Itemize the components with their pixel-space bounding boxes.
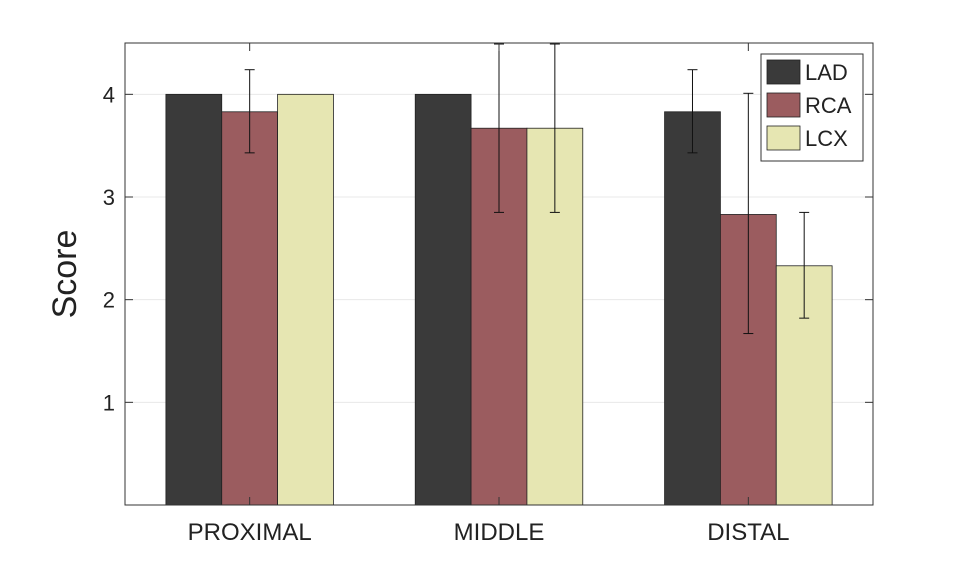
legend-label-lad: LAD xyxy=(805,60,848,85)
bar-lad-distal xyxy=(664,111,721,506)
tick-layer: 1 2 3 4 PROXIMAL MIDDLE DISTAL xyxy=(103,43,873,546)
legend-swatch-lcx xyxy=(766,125,801,151)
x-tick-label: DISTAL xyxy=(707,519,789,546)
legend-swatch-lad xyxy=(766,59,801,85)
legend-label-rca: RCA xyxy=(805,93,852,118)
bar-layer xyxy=(165,93,833,506)
x-tick-label: PROXIMAL xyxy=(188,519,312,546)
legend: LAD RCA LCX xyxy=(760,53,864,162)
legend-label-lcx: LCX xyxy=(805,126,848,151)
y-tick-label: 1 xyxy=(103,390,115,415)
y-tick-label: 3 xyxy=(103,185,115,210)
bar-lcx-proximal xyxy=(277,93,334,506)
bar-lad-middle xyxy=(414,93,472,506)
y-tick-label: 4 xyxy=(103,82,115,107)
bar-lad-proximal xyxy=(165,93,223,506)
bar-rca-proximal xyxy=(221,111,278,506)
y-tick-label: 2 xyxy=(103,288,115,313)
legend-swatch-rca xyxy=(766,92,801,118)
x-tick-label: MIDDLE xyxy=(454,519,545,546)
y-axis-label: Score xyxy=(46,230,84,319)
